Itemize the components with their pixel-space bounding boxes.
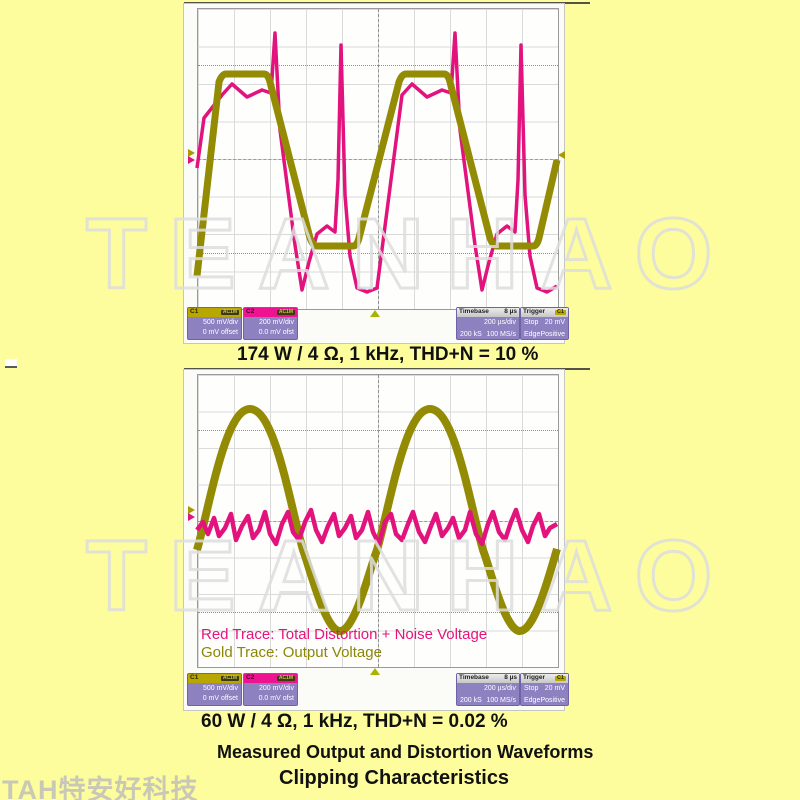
- scope1-channel2-box: C2 AC1M 200 mV/div 0.0 mV ofst: [243, 307, 298, 340]
- channel1-scale: 500 mV/div: [202, 319, 238, 326]
- scope2-timebase-box: Timebase 8 µs 200 µs/div 200 kS 100 MS/s: [456, 673, 520, 706]
- scope2-gold-trace-label: Gold Trace: Output Voltage: [201, 644, 382, 661]
- timebase-rate: 100 MS/s: [486, 331, 516, 338]
- timebase-value: 8 µs: [504, 674, 517, 682]
- scope1-distortion-trace: [195, 31, 558, 294]
- channel1-scale: 500 mV/div: [202, 685, 238, 692]
- scope2-center-horizontal-axis: [198, 521, 558, 522]
- timebase-per-div: 200 µs/div: [483, 319, 516, 326]
- scope2-waveforms: [193, 405, 561, 635]
- scope1-caption: 174 W / 4 Ω, 1 kHz, THD+N = 10 %: [237, 344, 539, 365]
- trigger-source-chip: C1: [554, 308, 566, 316]
- scope1-trigger-level-marker-icon: [558, 151, 565, 159]
- scope2-output-trace: [193, 405, 561, 635]
- scope2-trigger-time-marker-icon: [370, 668, 380, 675]
- trigger-slope: Positive: [540, 697, 565, 704]
- channel1-label: C1: [190, 674, 199, 682]
- scope2-caption: 60 W / 4 Ω, 1 kHz, THD+N = 0.02 %: [201, 711, 508, 732]
- channel2-offset: 0.0 mV ofst: [258, 695, 294, 702]
- channel1-label: C1: [190, 308, 199, 316]
- scope2-trigger-box: Trigger C1 Stop 20 mV Edge Positive: [520, 673, 569, 706]
- trigger-mode: Stop: [524, 319, 539, 326]
- scope2-red-trace-label: Red Trace: Total Distortion + Noise Volt…: [201, 626, 488, 643]
- channel2-label: C2: [246, 308, 255, 316]
- trigger-label: Trigger: [523, 674, 546, 682]
- channel2-offset: 0.0 mV ofst: [258, 329, 294, 336]
- scope1-screenshot: C1 AC1M 500 mV/div 0 mV offset C2 AC1M 2…: [184, 4, 569, 343]
- scope1-trigger-time-marker-icon: [370, 310, 380, 317]
- scope2-distortion-trace: [195, 507, 559, 547]
- margin-artifact: [5, 359, 17, 368]
- scope2-channel2-box: C2 AC1M 200 mV/div 0.0 mV ofst: [243, 673, 298, 706]
- trigger-source-chip: C1: [554, 674, 566, 682]
- channel1-coupling-chip: AC1M: [220, 675, 239, 681]
- timebase-label: Timebase: [459, 308, 489, 316]
- brand-watermark-tah: TAH特安好科技: [2, 775, 199, 800]
- scope1-graticule: [197, 8, 559, 310]
- trigger-slope: Positive: [540, 331, 565, 338]
- channel2-coupling-chip: AC1M: [276, 675, 295, 681]
- section-title: Clipping Characteristics: [279, 767, 510, 789]
- scope2-screenshot: Red Trace: Total Distortion + Noise Volt…: [184, 370, 569, 710]
- scope1-output-trace: [193, 70, 561, 277]
- channel1-offset: 0 mV offset: [202, 329, 238, 336]
- trigger-kind: Edge: [524, 331, 541, 338]
- trigger-level: 20 mV: [544, 319, 565, 326]
- channel1-offset: 0 mV offset: [202, 695, 238, 702]
- channel2-label: C2: [246, 674, 255, 682]
- scope2-c2-ground-marker-icon: [188, 513, 195, 521]
- timebase-per-div: 200 µs/div: [483, 685, 516, 692]
- channel2-scale: 200 mV/div: [258, 685, 294, 692]
- channel2-scale: 200 mV/div: [258, 319, 294, 326]
- timebase-value: 8 µs: [504, 308, 517, 316]
- trigger-kind: Edge: [524, 697, 541, 704]
- scope1-top-rule: [184, 2, 590, 4]
- timebase-label: Timebase: [459, 674, 489, 682]
- scope2-channel1-box: C1 AC1M 500 mV/div 0 mV offset: [187, 673, 242, 706]
- scope2-c1-ground-marker-icon: [188, 506, 195, 514]
- trigger-mode: Stop: [524, 685, 539, 692]
- timebase-rate: 100 MS/s: [486, 697, 516, 704]
- trigger-label: Trigger: [523, 308, 546, 316]
- channel1-coupling-chip: AC1M: [220, 309, 239, 315]
- scope1-channel1-box: C1 AC1M 500 mV/div 0 mV offset: [187, 307, 242, 340]
- scope1-trigger-box: Trigger C1 Stop 20 mV Edge Positive: [520, 307, 569, 340]
- scope2-top-rule: [184, 368, 590, 370]
- scope1-c1-ground-marker-icon: [188, 149, 195, 157]
- channel2-coupling-chip: AC1M: [276, 309, 295, 315]
- scope1-c2-ground-marker-icon: [188, 156, 195, 164]
- timebase-samples: 200 kS: [460, 697, 482, 704]
- scope1-timebase-box: Timebase 8 µs 200 µs/div 200 kS 100 MS/s: [456, 307, 520, 340]
- trigger-level: 20 mV: [544, 685, 565, 692]
- timebase-samples: 200 kS: [460, 331, 482, 338]
- scope1-waveforms: [193, 31, 561, 294]
- figure-title: Measured Output and Distortion Waveforms: [217, 742, 594, 762]
